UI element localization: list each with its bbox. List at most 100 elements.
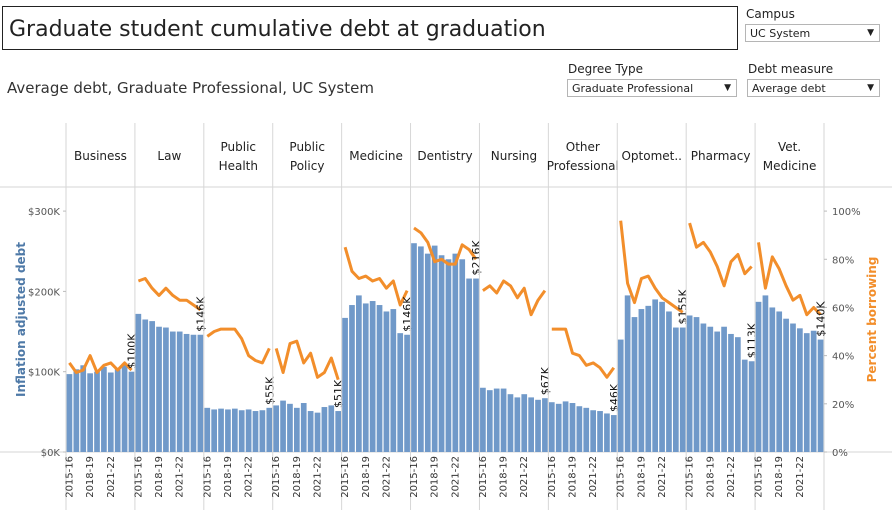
debt-measure-filter-label: Debt measure [748,62,834,76]
end-value-label: $140K [815,301,828,337]
x-tick-label: 2021-22 [175,456,186,498]
panel-header-label: Law [157,149,181,163]
x-tick-label: 2015-16 [64,456,75,498]
debt-bar [714,331,721,452]
x-tick-label: 2021-22 [519,456,530,498]
debt-bar [149,321,155,452]
degree-type-select[interactable]: Graduate Professional ▼ [567,79,737,97]
debt-measure-select[interactable]: Average debt ▼ [747,79,880,97]
percent-borrowing-line [68,354,133,374]
debt-bar [94,371,100,452]
x-tick-label: 2015-16 [409,456,420,498]
x-tick-label: 2018-19 [223,456,234,498]
panel-header-label: Professional [547,159,619,173]
debt-bar [169,331,176,452]
x-tick-label: 2018-19 [430,456,441,498]
y-right-tick-label: 60% [832,303,854,314]
x-tick-label: 2021-22 [726,456,737,498]
degree-type-select-value: Graduate Professional [572,82,694,95]
debt-bar [245,409,252,452]
percent-borrowing-line [206,327,271,365]
x-tick-label: 2015-16 [685,456,696,498]
panel-header-label: Other [566,140,600,154]
debt-bar [638,309,645,452]
y-left-axis-title: Inflation adjusted debt [14,242,28,397]
debt-bar [707,326,714,452]
debt-bar [411,243,417,452]
debt-bar [562,401,569,452]
debt-bar [679,327,686,452]
percent-borrowing-line [619,220,684,314]
percent-borrowing-line [137,277,202,312]
panel-header-label: Business [74,149,127,163]
panel-header-label: Public [289,140,325,154]
debt-bar [673,327,679,452]
debt-bar [128,371,135,452]
x-tick-label: 2021-22 [106,456,117,498]
x-tick-label: 2018-19 [774,456,785,498]
chevron-down-icon: ▼ [724,83,731,93]
debt-bar [507,394,514,452]
debt-bar [728,333,734,452]
panel-header-label: Health [219,159,258,173]
panel-header-label: Vet. [778,140,801,154]
degree-type-filter-label: Degree Type [568,62,644,76]
y-right-tick-label: 100% [832,207,861,218]
debt-bar [535,399,541,452]
x-tick-label: 2018-19 [85,456,96,498]
page-title: Graduate student cumulative debt at grad… [9,17,546,42]
debt-bar [183,333,190,452]
panel-public-health: Public Health $55K 2015-16 2018-19 2021-22 [202,123,276,510]
debt-bar [280,400,286,452]
debt-bar [376,305,383,452]
end-value-label: $55K [263,376,276,405]
title-box: Graduate student cumulative debt at grad… [2,6,738,50]
panel-header-label: Medicine [763,159,817,173]
debt-bar [121,363,128,452]
debt-bar [231,408,238,452]
debt-bar [645,305,652,452]
debt-bar [486,390,493,452]
debt-bar [748,361,755,452]
debt-bar [597,411,603,452]
debt-bar [87,373,93,452]
y-right-tick-label: 40% [832,352,854,363]
panel-header-label: Public [221,140,257,154]
debt-bar [383,311,390,452]
debt-bar [197,334,204,452]
percent-borrowing-line [757,242,822,317]
debt-bar [190,334,197,452]
debt-bar [769,307,776,452]
x-tick-label: 2021-22 [450,456,461,498]
x-tick-label: 2021-22 [657,456,668,498]
panel-header-label: Policy [290,159,325,173]
debt-bar [156,326,162,452]
x-tick-label: 2018-19 [636,456,647,498]
debt-bar [369,301,376,452]
debt-bar [445,259,452,452]
debt-bar [631,317,638,452]
debt-bar [438,255,445,452]
end-value-label: $216K [470,240,483,276]
debt-bar [459,259,466,452]
debt-bar [80,365,87,452]
debt-bar [397,333,404,452]
panel-nursing: Nursing $67K 2015-16 2018-19 2021-22 [478,123,552,510]
percent-borrowing-line [688,222,753,288]
debt-bar [583,407,590,452]
y-left-tick-label: $0K [41,448,61,459]
debt-bar [101,366,107,452]
campus-select-value: UC System [750,27,811,40]
debt-bar [493,388,500,452]
end-value-label: $146K [194,296,207,332]
campus-select[interactable]: UC System ▼ [745,24,880,42]
debt-bar [473,278,479,452]
debt-bar [328,405,335,452]
debt-bar [431,245,438,452]
end-value-label: $67K [539,366,552,395]
debt-bar [790,323,796,452]
x-tick-label: 2015-16 [202,456,213,498]
